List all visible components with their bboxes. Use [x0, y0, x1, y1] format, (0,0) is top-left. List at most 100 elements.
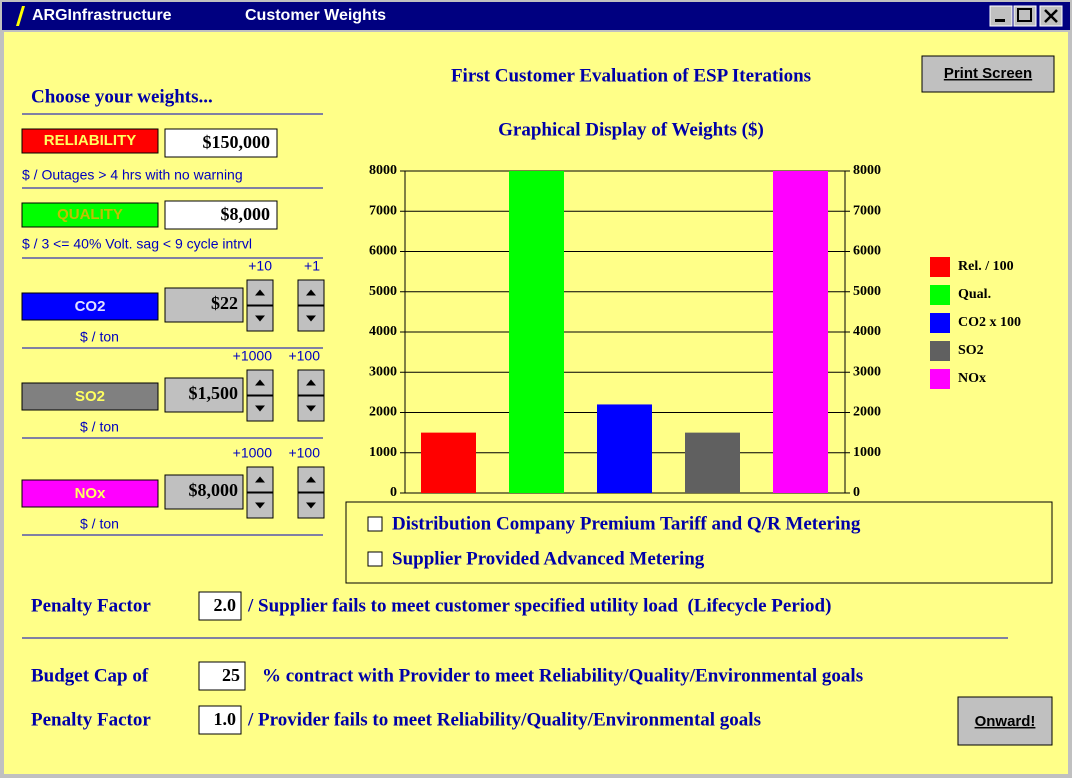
supplier-penalty-description: / Supplier fails to meet customer specif…: [247, 595, 831, 616]
y2-tick-label: 1000: [853, 445, 881, 460]
close-icon: [1044, 9, 1058, 23]
spin-arrow: [255, 315, 265, 322]
chart-title: Graphical Display of Weights ($): [498, 119, 764, 140]
supplier-penalty-value[interactable]: 2.0: [214, 595, 237, 615]
title-bar: [2, 2, 1070, 30]
y-tick-label: 3000: [369, 364, 397, 379]
option-label[interactable]: Distribution Company Premium Tariff and …: [392, 513, 861, 534]
step-small-label: +1: [304, 258, 320, 274]
y2-tick-label: 5000: [853, 284, 881, 299]
step-large-label: +10: [248, 258, 272, 274]
legend-swatch: [930, 257, 950, 277]
label-box: [21, 128, 159, 154]
reliability-caption: $ / Outages > 4 hrs with no warning: [22, 167, 243, 183]
onward-button[interactable]: Onward!: [957, 696, 1053, 746]
print-button[interactable]: Print Screen: [921, 55, 1055, 93]
spin-button[interactable]: [297, 492, 325, 519]
spin-arrow: [255, 289, 265, 296]
co2-value[interactable]: $22: [211, 293, 238, 313]
legend-swatch: [930, 313, 950, 333]
y2-tick-label: 4000: [853, 324, 881, 339]
y-tick-label: 7000: [369, 203, 397, 218]
spin-arrow: [255, 379, 265, 386]
provider-penalty-value[interactable]: 1.0: [214, 709, 237, 729]
minimize-button[interactable]: [989, 5, 1013, 27]
minimize-icon: [995, 19, 1005, 22]
window-controls[interactable]: [989, 5, 1063, 27]
quality-input[interactable]: [164, 200, 278, 230]
supplier-penalty-input[interactable]: [198, 591, 242, 621]
spin-arrow: [306, 315, 316, 322]
y2-tick-label: 6000: [853, 244, 881, 259]
spin-arrow: [306, 289, 316, 296]
bar: [421, 432, 476, 493]
y-tick-label: 6000: [369, 244, 397, 259]
heading: First Customer Evaluation of ESP Iterati…: [451, 65, 811, 86]
legend-swatch: [930, 369, 950, 389]
legend-label: Qual.: [958, 287, 991, 302]
maximize-icon: [1017, 8, 1032, 22]
legend-swatch: [930, 285, 950, 305]
label-box: [21, 292, 159, 321]
button-label[interactable]: Print Screen: [944, 65, 1032, 82]
reliability-input[interactable]: [164, 128, 278, 158]
so2-input[interactable]: [164, 377, 244, 413]
button-label[interactable]: Onward!: [975, 713, 1036, 730]
nox-label: NOx: [75, 485, 107, 502]
legend-label: CO2 x 100: [958, 315, 1021, 330]
co2-label: CO2: [75, 298, 106, 315]
option-label[interactable]: Supplier Provided Advanced Metering: [392, 548, 705, 569]
budget-cap-label: Budget Cap of: [31, 665, 149, 686]
nox-value[interactable]: $8,000: [189, 480, 239, 500]
co2-input[interactable]: [164, 287, 244, 323]
co2-caption: $ / ton: [80, 329, 119, 345]
y-tick-label: 5000: [369, 284, 397, 299]
checkbox[interactable]: [367, 551, 383, 567]
spin-arrow: [306, 502, 316, 509]
y-tick-label: 4000: [369, 324, 397, 339]
window-title: ARGInfrastructure: [32, 7, 172, 24]
provider-penalty-description: / Provider fails to meet Reliability/Qua…: [247, 709, 761, 730]
y2-tick-label: 3000: [853, 364, 881, 379]
button-face[interactable]: [921, 55, 1055, 93]
legend-label: NOx: [958, 371, 986, 386]
spin-arrow: [306, 379, 316, 386]
window-subtitle: Customer Weights: [245, 7, 386, 24]
options-box: [345, 501, 1053, 584]
so2-caption: $ / ton: [80, 419, 119, 435]
spin-arrow: [255, 476, 265, 483]
quality-value[interactable]: $8,000: [221, 204, 271, 224]
y2-tick-label: 0: [853, 485, 860, 500]
so2-label: SO2: [75, 388, 105, 405]
weights-title: Choose your weights...: [31, 86, 213, 107]
spin-button[interactable]: [246, 466, 274, 493]
legend-swatch: [930, 341, 950, 361]
quality-label: QUALITY: [57, 206, 123, 223]
provider-penalty-input[interactable]: [198, 705, 242, 735]
legend-label: Rel. / 100: [958, 259, 1014, 274]
reliability-value[interactable]: $150,000: [203, 132, 271, 152]
label-box: [21, 382, 159, 411]
budget-cap-input[interactable]: [198, 661, 246, 691]
step-small-label: +100: [288, 445, 320, 461]
y2-tick-label: 8000: [853, 163, 881, 178]
spin-arrow: [255, 502, 265, 509]
spin-arrow: [306, 405, 316, 412]
y2-tick-label: 2000: [853, 405, 881, 420]
spin-button[interactable]: [297, 395, 325, 422]
bar: [773, 171, 828, 493]
checkbox[interactable]: [367, 516, 383, 532]
bar: [597, 404, 652, 493]
reliability-label: RELIABILITY: [44, 132, 137, 149]
provider-penalty-label: Penalty Factor: [31, 709, 151, 730]
budget-cap-value[interactable]: 25: [222, 665, 240, 685]
nox-input[interactable]: [164, 474, 244, 510]
label-box: [21, 202, 159, 228]
y-tick-label: 0: [390, 485, 397, 500]
button-face[interactable]: [957, 696, 1053, 746]
budget-cap-description: % contract with Provider to meet Reliabi…: [262, 665, 863, 686]
so2-value[interactable]: $1,500: [189, 383, 239, 403]
y-tick-label: 2000: [369, 405, 397, 420]
supplier-penalty-label: Penalty Factor: [31, 595, 151, 616]
